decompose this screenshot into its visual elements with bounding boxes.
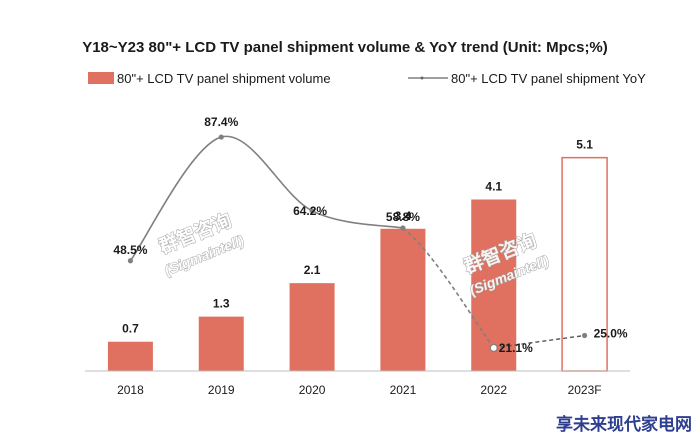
yoy-line-transition <box>402 227 495 349</box>
x-tick-2022: 2022 <box>480 383 507 397</box>
bar-label-2022: 4.1 <box>485 179 502 193</box>
yoy-point-2020 <box>309 208 315 214</box>
yoy-point-2023F <box>581 332 588 339</box>
yoy-line-actual <box>129 135 404 262</box>
x-tick-2019: 2019 <box>208 383 235 397</box>
footer-watermark: 享未来现代家电网 <box>556 414 692 434</box>
yoy-line-series <box>127 134 588 353</box>
yoy-label-2023F: 25.0% <box>594 327 628 341</box>
yoy-point-2018 <box>127 258 134 264</box>
bar-value-labels: 0.7 1.3 2.1 3.4 4.1 5.1 <box>122 138 593 336</box>
bar-2022 <box>471 199 517 371</box>
yoy-point-2021 <box>400 225 406 231</box>
legend-line-label: 80"+ LCD TV panel shipment YoY <box>451 71 646 86</box>
yoy-label-2020: 64.2% <box>293 204 327 218</box>
bar-label-2021: 3.4 <box>395 209 412 223</box>
bar-series <box>107 156 608 372</box>
bar-2021 <box>380 228 426 371</box>
yoy-label-2021: 58.8% <box>386 210 420 224</box>
yoy-label-2022: 21.1% <box>499 341 533 355</box>
yoy-point-2019 <box>218 134 224 140</box>
bar-label-2020: 2.1 <box>304 263 321 277</box>
watermark-left: 群智咨询 (Sigmaintell) <box>154 208 247 279</box>
legend: 80"+ LCD TV panel shipment volume 80"+ L… <box>88 71 646 86</box>
bar-label-2019: 1.3 <box>213 297 230 311</box>
yoy-point-2022 <box>489 343 498 353</box>
bar-2018 <box>107 341 153 371</box>
yoy-label-2018: 48.5% <box>113 243 147 257</box>
yoy-label-2019: 87.4% <box>204 115 238 129</box>
x-tick-2018: 2018 <box>117 383 144 397</box>
bar-label-2018: 0.7 <box>122 322 139 336</box>
x-tick-2023F: 2023F <box>568 383 602 397</box>
chart-title: Y18~Y23 80"+ LCD TV panel shipment volum… <box>82 39 608 56</box>
yoy-line-forecast <box>493 334 585 349</box>
bar-label-2023F: 5.1 <box>576 138 593 152</box>
legend-bar-label: 80"+ LCD TV panel shipment volume <box>117 71 331 86</box>
bar-2019 <box>198 316 244 371</box>
x-tick-2020: 2020 <box>299 383 326 397</box>
legend-bar-swatch <box>88 72 114 84</box>
x-tick-2021: 2021 <box>390 383 417 397</box>
yoy-value-labels: 48.5% 87.4% 64.2% 58.8% 21.1% 25.0% <box>113 115 628 355</box>
legend-line-marker <box>420 76 424 80</box>
bar-2020 <box>289 283 335 371</box>
x-axis-tick-labels: 2018 2019 2020 2021 2022 2023F <box>117 383 602 397</box>
